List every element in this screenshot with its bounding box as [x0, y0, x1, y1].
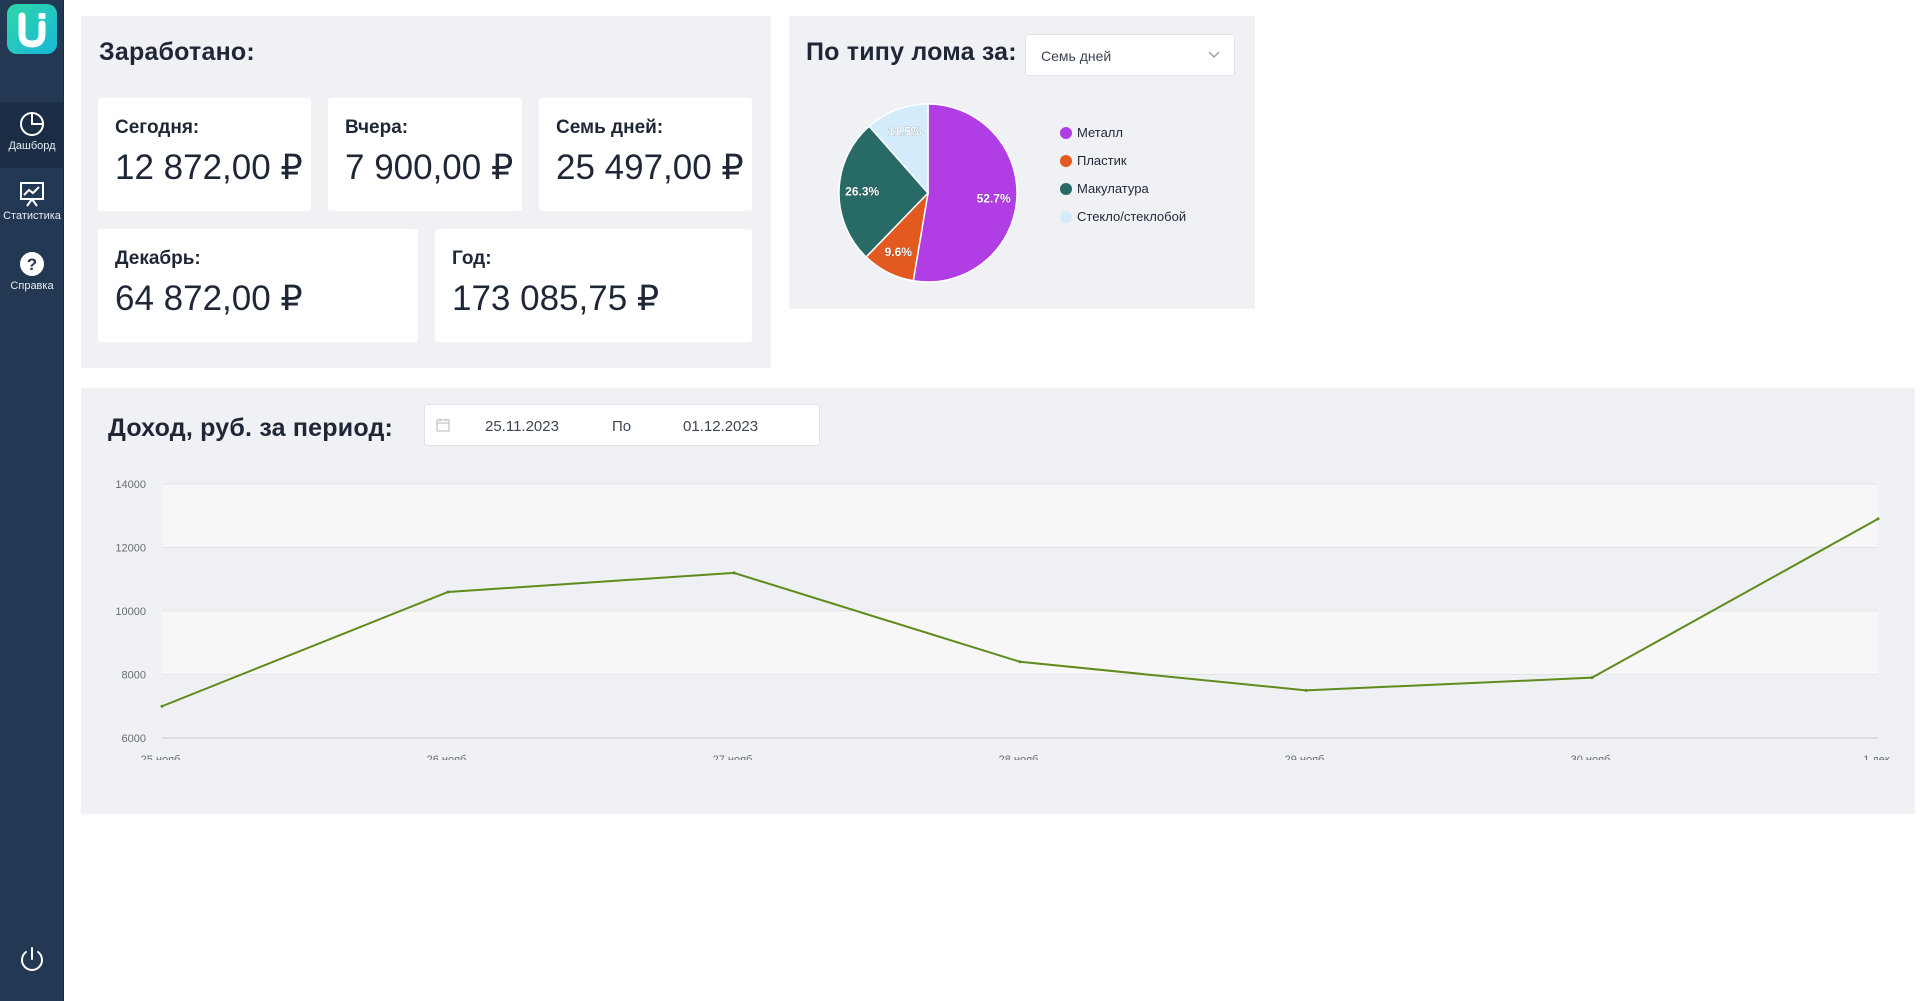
plot-band [162, 674, 1878, 738]
scrap-pie-chart: 52.7% 9.6% 26.3% 11.5% [838, 103, 1018, 283]
legend-label: Металл [1077, 125, 1123, 140]
period-select[interactable]: Семь дней [1025, 34, 1235, 76]
legend-label: Макулатура [1077, 181, 1149, 196]
pie-slice-label: 26.3% [845, 184, 879, 198]
income-data-point[interactable] [160, 704, 164, 708]
legend-swatch [1060, 183, 1072, 195]
stat-value: 25 497,00 ₽ [556, 148, 744, 187]
pie-slice-label: 11.5% [888, 124, 922, 138]
pie-chart-icon [20, 112, 44, 136]
stat-card-week: Семь дней: 25 497,00 ₽ [539, 98, 752, 211]
chevron-down-icon [1208, 51, 1220, 59]
pie-slice-metal[interactable] [912, 103, 1018, 283]
plot-band [162, 484, 1878, 548]
svg-text:?: ? [27, 255, 37, 274]
legend-label: Стекло/стеклобой [1077, 209, 1187, 224]
x-tick-label: 28 нояб. [999, 754, 1042, 760]
pie-slice-paper[interactable] [838, 125, 930, 259]
stat-card-month: Декабрь: 64 872,00 ₽ [98, 229, 418, 342]
stat-label: Год: [452, 248, 492, 269]
sidebar-item-label: Дашборд [8, 140, 56, 152]
stat-card-yesterday: Вчера: 7 900,00 ₽ [328, 98, 522, 211]
pie-slice-label: 9.6% [885, 245, 913, 259]
calendar-icon [436, 418, 450, 432]
stat-value: 64 872,00 ₽ [115, 279, 303, 318]
income-data-point[interactable] [1018, 660, 1022, 664]
legend-swatch [1060, 211, 1072, 223]
y-tick-label: 6000 [122, 733, 146, 745]
y-tick-label: 12000 [115, 543, 146, 555]
logo-u-icon [18, 12, 46, 48]
x-tick-label: 1 дек. [1863, 754, 1893, 760]
pie-slice-label: 52.7% [977, 191, 1011, 205]
y-tick-label: 10000 [115, 606, 146, 618]
scrap-type-title: По типу лома за: [806, 38, 1017, 66]
income-data-point[interactable] [732, 571, 736, 575]
help-circle-icon: ? [20, 252, 44, 276]
income-data-point[interactable] [1304, 688, 1308, 692]
x-tick-label: 26 нояб. [427, 754, 470, 760]
stat-label: Семь дней: [556, 117, 664, 138]
income-line-chart: 6000 8000 10000 12000 14000 25 нояб. 26 нояб. 2… [115, 479, 1893, 760]
date-to-input[interactable]: 01.12.2023 [683, 418, 759, 435]
app-logo[interactable] [7, 4, 57, 54]
stat-value: 7 900,00 ₽ [345, 148, 514, 187]
income-data-point[interactable] [1876, 517, 1880, 521]
plot-band [162, 547, 1878, 611]
date-range-picker[interactable]: 25.11.2023 По 01.12.2023 [424, 404, 820, 446]
stat-value: 173 085,75 ₽ [452, 279, 660, 318]
sidebar-item-label: Статистика [3, 210, 61, 222]
x-tick-label: 25 нояб. [141, 754, 184, 760]
legend-label: Пластик [1077, 153, 1127, 168]
stat-card-today: Сегодня: 12 872,00 ₽ [98, 98, 311, 211]
sidebar-item-label: Справка [10, 280, 54, 292]
stat-value: 12 872,00 ₽ [115, 148, 303, 187]
presentation-chart-icon [20, 182, 44, 207]
income-data-point[interactable] [1590, 676, 1594, 680]
earned-panel: Заработано: Сегодня: 12 872,00 ₽ Вчера: … [81, 16, 771, 368]
income-data-point[interactable] [446, 590, 450, 594]
power-icon[interactable] [16, 944, 48, 976]
legend-swatch [1060, 155, 1072, 167]
y-tick-label: 8000 [122, 670, 146, 682]
stat-card-year: Год: 173 085,75 ₽ [435, 229, 752, 342]
legend-swatch [1060, 127, 1072, 139]
date-range-separator: По [612, 418, 632, 435]
sidebar-item-help[interactable]: ? Справка [0, 242, 64, 308]
earned-title: Заработано: [99, 38, 255, 66]
sidebar-item-statistics[interactable]: Статистика [0, 172, 64, 238]
income-title: Доход, руб. за период: [108, 414, 394, 442]
period-select-value: Семь дней [1041, 48, 1112, 64]
plot-band [162, 611, 1878, 675]
stat-label: Декабрь: [115, 248, 201, 269]
x-tick-label: 30 нояб. [1571, 754, 1614, 760]
pie-slice-glass[interactable] [868, 103, 929, 195]
x-tick-label: 29 нояб. [1285, 754, 1328, 760]
sidebar-item-dashboard[interactable]: Дашборд [0, 102, 64, 168]
y-tick-label: 14000 [115, 479, 146, 491]
x-tick-label: 27 нояб. [713, 754, 756, 760]
sidebar: Дашборд Статистика ? Справка [0, 0, 64, 1001]
stat-label: Вчера: [345, 117, 409, 138]
stat-label: Сегодня: [115, 117, 200, 138]
date-from-input[interactable]: 25.11.2023 [485, 418, 559, 435]
